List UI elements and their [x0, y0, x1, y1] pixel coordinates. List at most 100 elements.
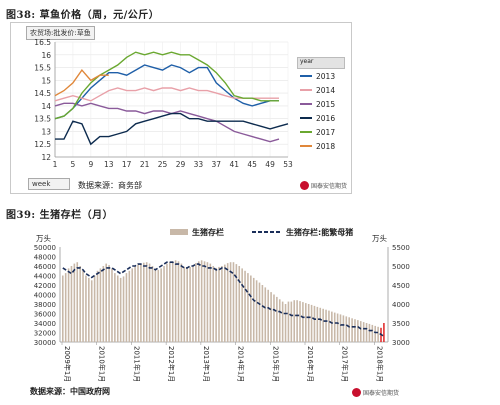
- bar: [73, 263, 76, 342]
- x-tick-label: 41: [229, 160, 239, 169]
- bar: [137, 264, 139, 342]
- bar: [192, 265, 194, 342]
- bar: [328, 310, 330, 342]
- x-tick-label: 33: [194, 160, 204, 169]
- x-tick-label: 5: [71, 160, 76, 169]
- legend-header: year: [297, 57, 345, 69]
- series-tag: 农贸场:批发价:草鱼: [26, 26, 95, 40]
- left-tick-label: 44000: [34, 273, 56, 281]
- right-tick-label: 3500: [392, 320, 410, 328]
- bar: [368, 323, 371, 342]
- logo: 国泰安信期货: [300, 181, 347, 190]
- bar: [70, 266, 73, 342]
- bar: [79, 266, 81, 342]
- bar: [255, 280, 258, 343]
- legend-label-2013: 2013: [316, 72, 335, 81]
- bar: [174, 260, 177, 342]
- bar: [354, 319, 356, 342]
- bar: [218, 266, 220, 342]
- bar: [247, 273, 249, 342]
- bar: [339, 314, 342, 342]
- bar: [166, 263, 168, 342]
- y-tick-label: 13.5: [34, 115, 51, 124]
- left-tick-label: 42000: [34, 282, 56, 290]
- bar: [345, 316, 348, 342]
- right-tick-label: 5500: [392, 244, 410, 252]
- bar: [287, 301, 290, 342]
- x-tick-label: 21: [140, 160, 150, 169]
- bar: [319, 307, 322, 342]
- bar: [316, 306, 319, 342]
- bar: [122, 276, 125, 342]
- bar: [177, 261, 180, 343]
- x-tick-label: 9: [88, 160, 93, 169]
- bar: [273, 294, 275, 342]
- week-selector[interactable]: week: [28, 178, 70, 190]
- bar: [351, 318, 353, 343]
- left-tick-label: 50000: [34, 244, 56, 252]
- y-tick-label: 15: [41, 76, 51, 85]
- bar: [145, 262, 148, 342]
- x-tick-label: 45: [247, 160, 257, 169]
- bar: [212, 266, 215, 342]
- right-tick-label: 4500: [392, 282, 410, 290]
- series-line-2015: [54, 102, 280, 143]
- series-line-2013: [54, 64, 279, 120]
- bar: [252, 277, 255, 342]
- sows-line: [62, 261, 385, 337]
- bar: [264, 287, 267, 342]
- bar: [244, 270, 246, 343]
- right-tick-label: 3000: [392, 339, 410, 347]
- bar: [293, 300, 296, 342]
- left-tick-label: 46000: [34, 263, 56, 271]
- x-tick-label: 2017年1月: [341, 346, 350, 382]
- bar: [302, 302, 304, 342]
- x-tick-label: 2016年1月: [306, 346, 315, 382]
- bar: [180, 263, 183, 342]
- bar: [371, 324, 374, 342]
- x-tick-label: 2009年1月: [63, 346, 72, 382]
- left-tick-label: 32000: [34, 330, 56, 338]
- bar: [296, 300, 298, 342]
- bar: [114, 273, 116, 342]
- bar: [270, 292, 272, 342]
- x-tick-label: 2013年1月: [202, 346, 211, 382]
- x-tick-label: 53: [283, 160, 293, 169]
- bar: [362, 322, 365, 342]
- left-axis-unit: 万头: [36, 233, 51, 243]
- bar: [261, 285, 264, 342]
- bar: [281, 301, 284, 342]
- left-tick-label: 40000: [34, 292, 56, 300]
- bar: [88, 277, 90, 342]
- bar: [357, 320, 359, 342]
- bar: [82, 270, 84, 343]
- bar: [119, 277, 122, 342]
- legend-swatch-bars: [170, 229, 188, 235]
- bar: [134, 266, 136, 342]
- right-tick-label: 4000: [392, 301, 410, 309]
- bar: [374, 325, 377, 342]
- bar: [322, 308, 324, 343]
- bar: [238, 266, 241, 342]
- right-tick-label: 5000: [392, 263, 410, 271]
- x-tick-label: 2012年1月: [167, 346, 176, 382]
- x-tick-label: 2010年1月: [98, 346, 107, 382]
- x-tick-label: 29: [176, 160, 186, 169]
- x-tick-label: 49: [265, 160, 275, 169]
- bar: [241, 268, 243, 342]
- bar: [143, 262, 145, 342]
- bar: [203, 261, 206, 343]
- figure-39-title: 图39: 生猪存栏（月）: [6, 210, 114, 221]
- bar: [96, 270, 99, 343]
- bar: [148, 263, 151, 342]
- figure-38-title: 图38: 草鱼价格（周，元/公斤）: [6, 10, 160, 21]
- y-tick-label: 12.5: [34, 140, 51, 149]
- x-tick-label: 2015年1月: [271, 346, 280, 382]
- bar: [171, 261, 174, 343]
- bar: [93, 275, 96, 342]
- legend-label-bars: 生猪存栏: [192, 227, 224, 237]
- bar: [105, 263, 107, 342]
- bar: [108, 265, 110, 342]
- y-tick-label: 14.5: [34, 89, 51, 98]
